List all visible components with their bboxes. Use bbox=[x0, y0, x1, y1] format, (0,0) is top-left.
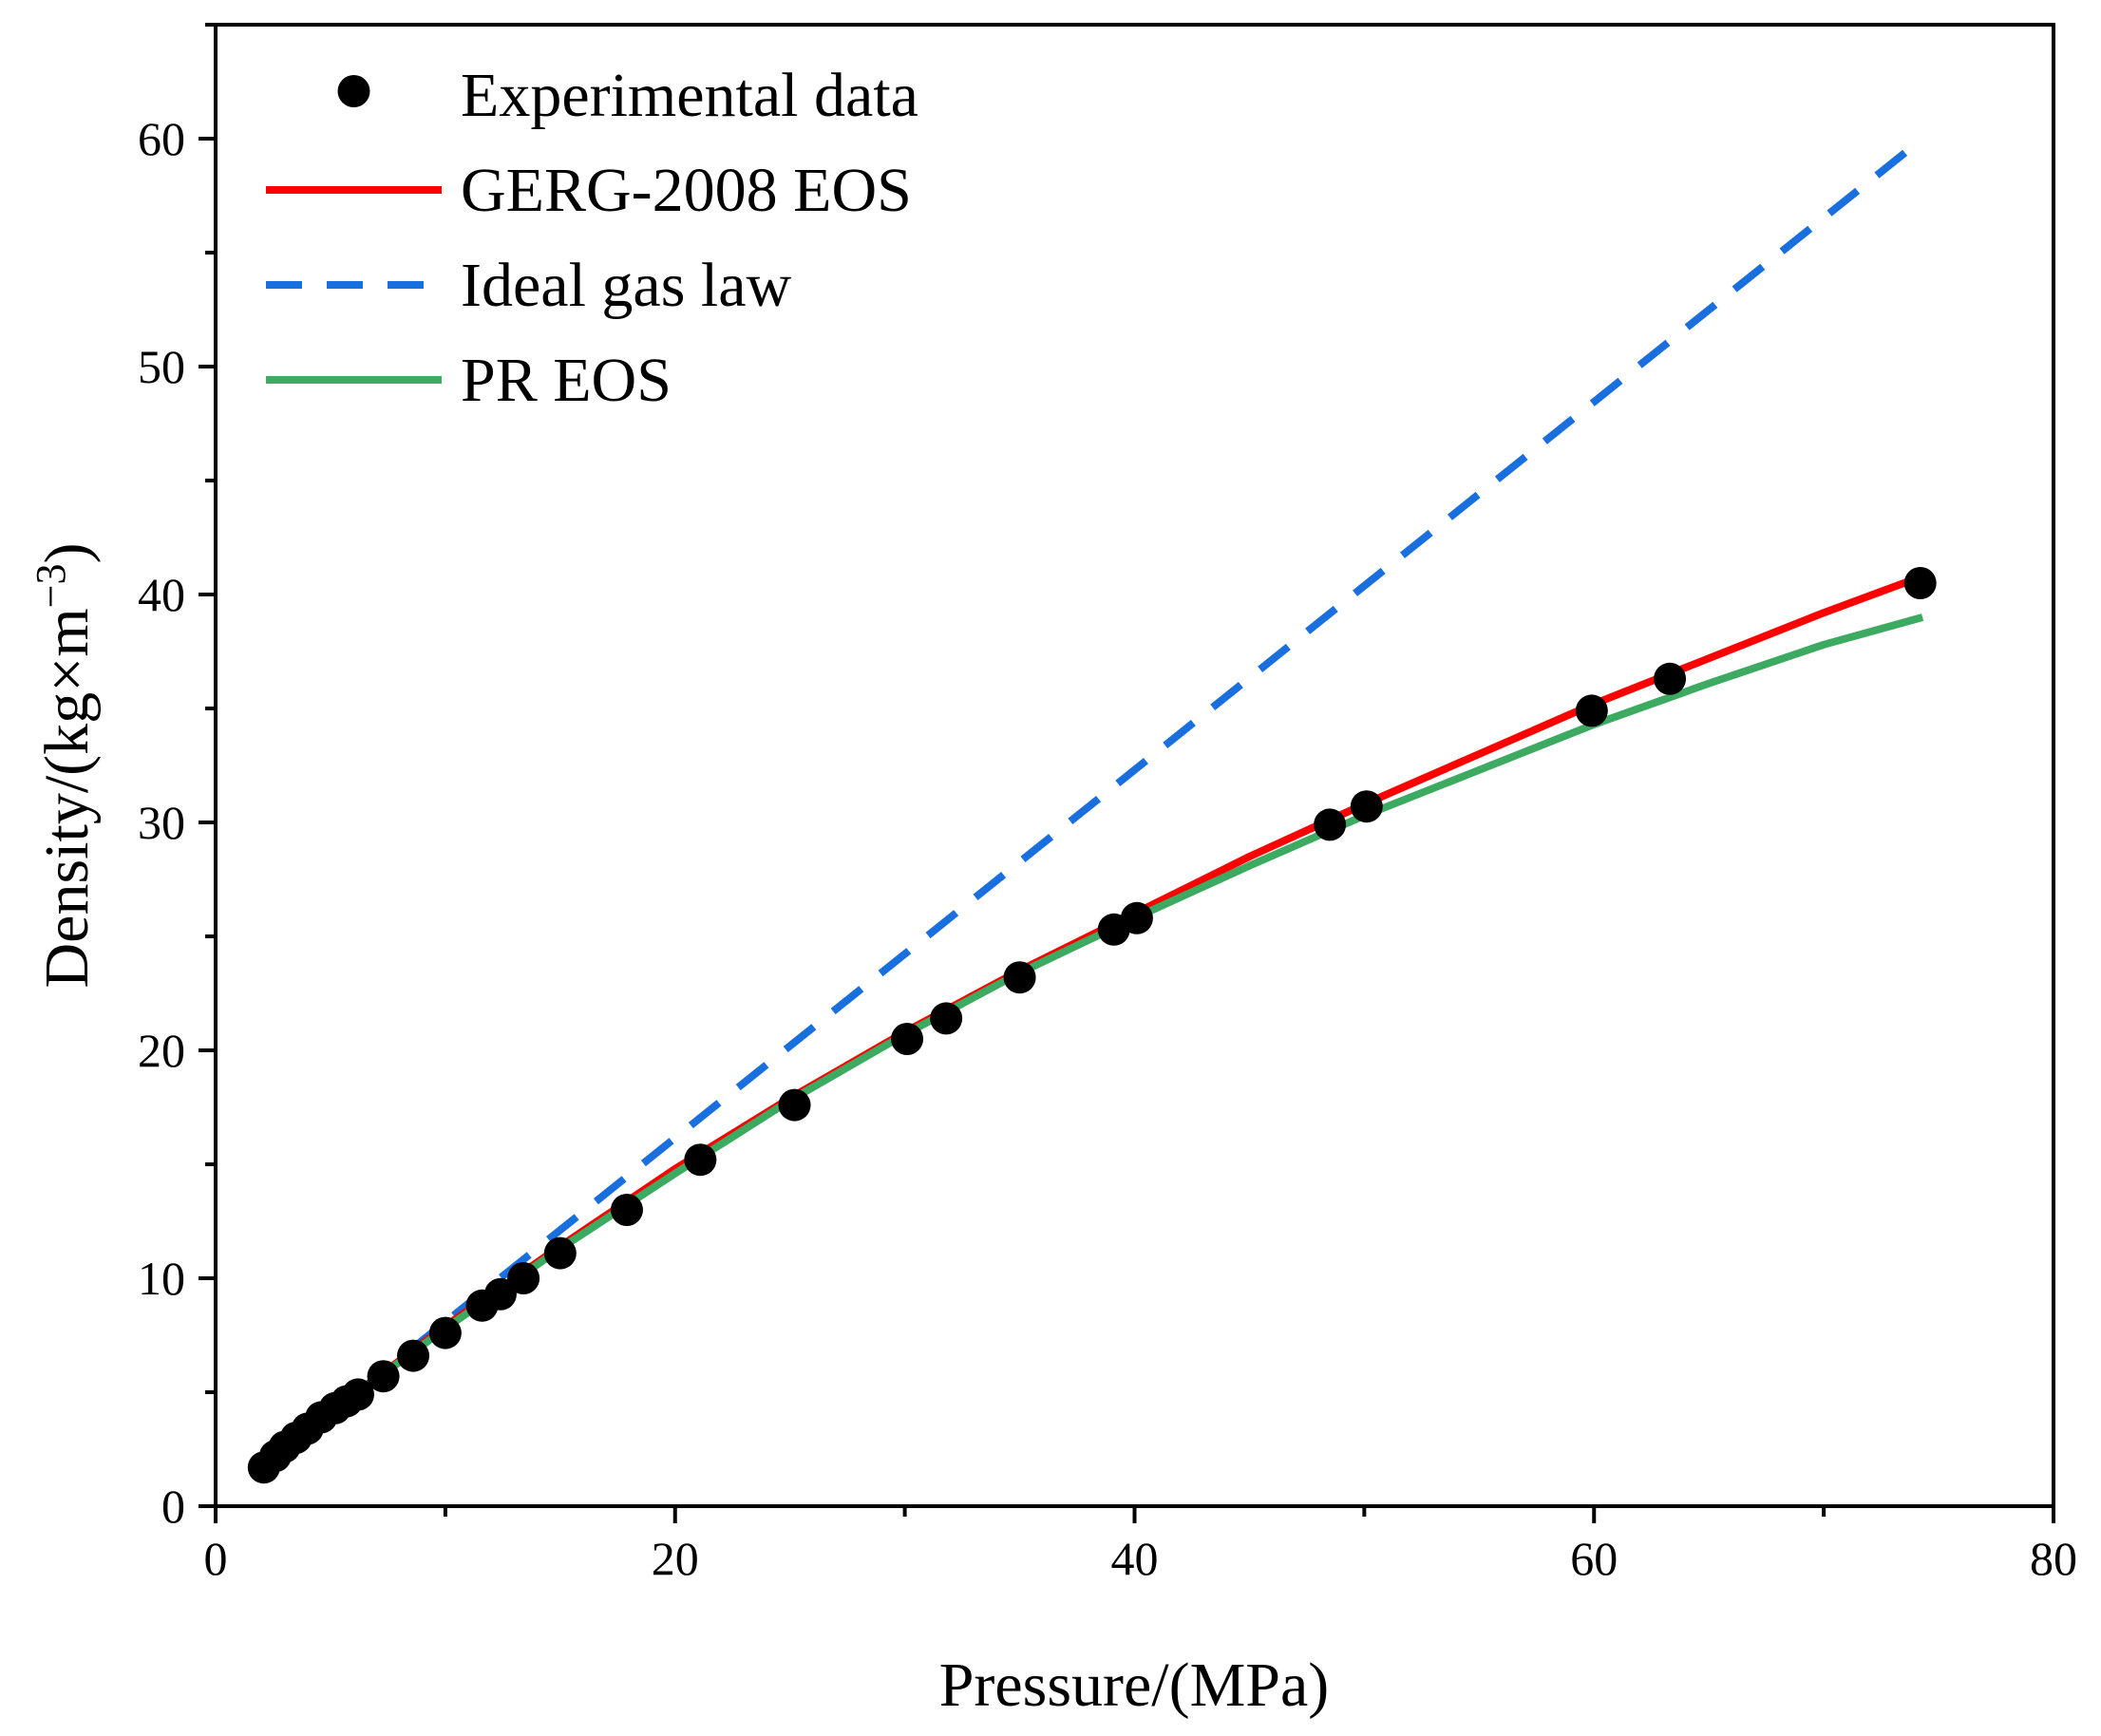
experimental-point bbox=[367, 1360, 400, 1393]
gerg-line bbox=[261, 573, 1924, 1473]
experimental-point bbox=[1314, 808, 1347, 841]
experimental-point bbox=[397, 1339, 430, 1372]
x-tick-label: 80 bbox=[2030, 1532, 2077, 1585]
y-tick-label: 0 bbox=[161, 1480, 185, 1533]
legend: Experimental data GERG-2008 EOS Ideal gas … bbox=[266, 61, 918, 415]
tick-labels: 0 20 40 60 80 0 10 20 30 40 50 60 bbox=[138, 112, 2077, 1585]
ideal-line bbox=[261, 135, 1925, 1471]
y-axis-title: Density/(kg×m−3) bbox=[28, 542, 102, 988]
experimental-point bbox=[778, 1088, 811, 1122]
y-axis-title-superscript: −3 bbox=[28, 563, 74, 608]
experimental-point bbox=[610, 1194, 643, 1226]
experimental-point bbox=[930, 1002, 963, 1035]
y-axis-title-main: Density/(kg×m bbox=[32, 608, 102, 988]
experimental-point bbox=[1350, 790, 1383, 823]
legend-label-experimental: Experimental data bbox=[461, 61, 918, 130]
experimental-point bbox=[1654, 662, 1687, 695]
y-tick-label: 50 bbox=[138, 340, 185, 393]
experimental-markers bbox=[247, 567, 1937, 1484]
experimental-point bbox=[428, 1316, 462, 1349]
y-tick-label: 20 bbox=[138, 1024, 185, 1077]
experimental-point bbox=[543, 1236, 577, 1270]
y-tick-label: 40 bbox=[138, 568, 185, 621]
y-tick-label: 60 bbox=[138, 112, 185, 165]
experimental-point bbox=[1575, 694, 1608, 727]
experimental-point bbox=[341, 1378, 374, 1411]
x-tick-label: 60 bbox=[1570, 1532, 1618, 1585]
experimental-point bbox=[1120, 901, 1153, 934]
y-tick-label: 10 bbox=[138, 1252, 185, 1305]
y-tick-label: 30 bbox=[138, 796, 185, 849]
legend-label-ideal: Ideal gas law bbox=[461, 251, 792, 320]
legend-label-gerg: GERG-2008 EOS bbox=[461, 156, 912, 225]
experimental-point bbox=[684, 1143, 717, 1177]
y-axis-title-close: ) bbox=[32, 542, 102, 563]
legend-label-pr: PR EOS bbox=[461, 346, 672, 415]
x-tick-label: 40 bbox=[1111, 1532, 1159, 1585]
x-tick-label: 0 bbox=[204, 1532, 228, 1585]
experimental-point bbox=[507, 1262, 540, 1294]
experimental-point bbox=[483, 1277, 517, 1311]
experimental-point bbox=[1903, 567, 1937, 599]
legend-marker-experimental bbox=[337, 75, 370, 107]
x-axis-title: Pressure/(MPa) bbox=[939, 1651, 1330, 1720]
pr-line bbox=[261, 613, 1924, 1473]
experimental-point bbox=[1003, 961, 1036, 994]
x-tick-label: 20 bbox=[652, 1532, 699, 1585]
experimental-point bbox=[891, 1023, 924, 1055]
plot-frame bbox=[214, 23, 2055, 1508]
